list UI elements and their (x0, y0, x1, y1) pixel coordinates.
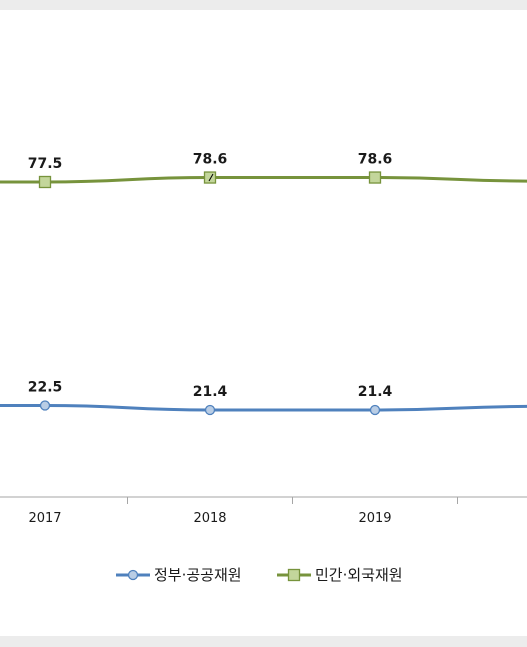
data-labels: 22.521.421.4277.578.678.6 (28, 152, 393, 400)
x-tick-label: 2017 (28, 511, 61, 526)
label-leader-line (208, 173, 214, 182)
data-point (39, 400, 51, 411)
series-line (0, 404, 527, 412)
legend-label: 정부·공공재원 (154, 566, 242, 584)
data-label: 77.5 (28, 156, 63, 172)
data-point (369, 404, 381, 416)
data-point (204, 404, 216, 416)
data-label: 21.4 (193, 384, 228, 400)
data-label: 78.6 (358, 152, 393, 168)
data-label: 78.6 (193, 152, 228, 168)
series-layer (0, 171, 527, 416)
x-tick-label: 2018 (193, 511, 226, 526)
data-point (203, 171, 217, 184)
data-point (368, 171, 382, 184)
data-label: 22.5 (28, 380, 63, 396)
series-line (0, 176, 527, 184)
data-point (38, 175, 52, 189)
data-label: 21.4 (358, 384, 393, 400)
x-tick-label: 2019 (358, 511, 391, 526)
legend-label: 민간·외국재원 (315, 566, 403, 584)
legend-marker (287, 568, 301, 582)
legend-marker (127, 569, 139, 581)
legend: 정부·공공재원 민간·외국재원 (116, 566, 403, 584)
